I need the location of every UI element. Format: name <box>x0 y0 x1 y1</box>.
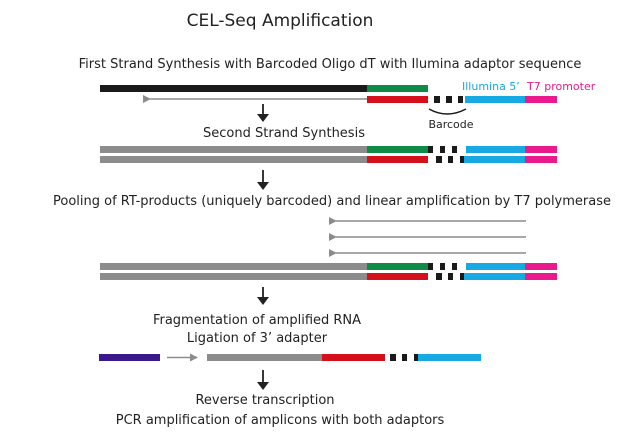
barcode-block <box>440 263 445 270</box>
cdna-strand <box>100 263 367 270</box>
down-arrow-icon <box>257 382 269 390</box>
illumina-segment <box>418 354 481 361</box>
t7-segment <box>525 273 557 280</box>
barcode-block <box>402 354 407 361</box>
step-fragmentation: Fragmentation of amplified RNA <box>153 313 361 328</box>
cdna-strand <box>100 273 367 280</box>
mrna-strand <box>100 85 367 92</box>
step-reverse-transcription: Reverse transcription <box>195 393 334 408</box>
down-arrow-icon <box>257 114 269 122</box>
pooled-double-strand-cdna <box>100 263 557 280</box>
step-ligation: Ligation of 3’ adapter <box>187 331 328 346</box>
barcode-block <box>448 156 453 163</box>
fragment-cdna <box>207 354 322 361</box>
step-second-strand: Second Strand Synthesis <box>203 126 365 141</box>
barcode-block <box>460 156 464 163</box>
oligo-dt-green <box>367 263 428 270</box>
illumina-segment <box>464 273 525 280</box>
barcode-block <box>460 273 464 280</box>
double-strand-cdna <box>100 146 557 163</box>
illumina-segment <box>464 156 525 163</box>
barcode-block <box>390 354 396 361</box>
t7-amplification-arrows <box>329 217 526 257</box>
t7-segment <box>525 146 557 153</box>
barcode-block <box>448 273 453 280</box>
barcode-block <box>436 156 442 163</box>
down-arrow-icon <box>257 297 269 305</box>
fragment-red <box>322 354 385 361</box>
barcode-block <box>428 146 433 153</box>
down-arrow-icon <box>257 182 269 190</box>
barcode-block <box>428 263 433 270</box>
t7-segment <box>525 263 557 270</box>
barcode-block <box>434 96 440 103</box>
barcode-block <box>458 96 463 103</box>
oligo-dt-red <box>367 156 428 163</box>
adapter-3p <box>99 354 160 361</box>
barcode-block <box>446 96 452 103</box>
oligo-dt-red <box>367 273 428 280</box>
oligo-dt-green <box>367 85 428 92</box>
cdna-strand <box>100 146 367 153</box>
cdna-strand <box>100 156 367 163</box>
illumina-label: Illumina 5’ <box>462 80 520 93</box>
step-pooling: Pooling of RT-products (uniquely barcode… <box>53 194 611 209</box>
oligo-dt-red <box>367 96 428 103</box>
ligation-construct <box>99 353 481 362</box>
barcode-block <box>452 263 457 270</box>
barcode-label: Barcode <box>428 118 473 131</box>
diagram-title: CEL-Seq Amplification <box>187 11 374 31</box>
barcode-block <box>440 146 445 153</box>
oligo-dt-green <box>367 146 428 153</box>
step-pcr: PCR amplification of amplicons with both… <box>116 413 445 428</box>
barcode-block <box>414 354 418 361</box>
illumina-segment <box>465 96 525 103</box>
illumina-segment <box>466 263 525 270</box>
first-strand-construct: Illumina 5’ T7 promoter Barcode <box>100 80 596 131</box>
barcode-block <box>452 146 457 153</box>
illumina-segment <box>466 146 525 153</box>
step-first-strand: First Strand Synthesis with Barcoded Oli… <box>79 57 582 72</box>
t7-segment <box>525 156 557 163</box>
t7-label: T7 promoter <box>526 80 596 93</box>
t7-segment <box>525 96 557 103</box>
barcode-block <box>436 273 442 280</box>
barcode-brace <box>428 108 467 115</box>
